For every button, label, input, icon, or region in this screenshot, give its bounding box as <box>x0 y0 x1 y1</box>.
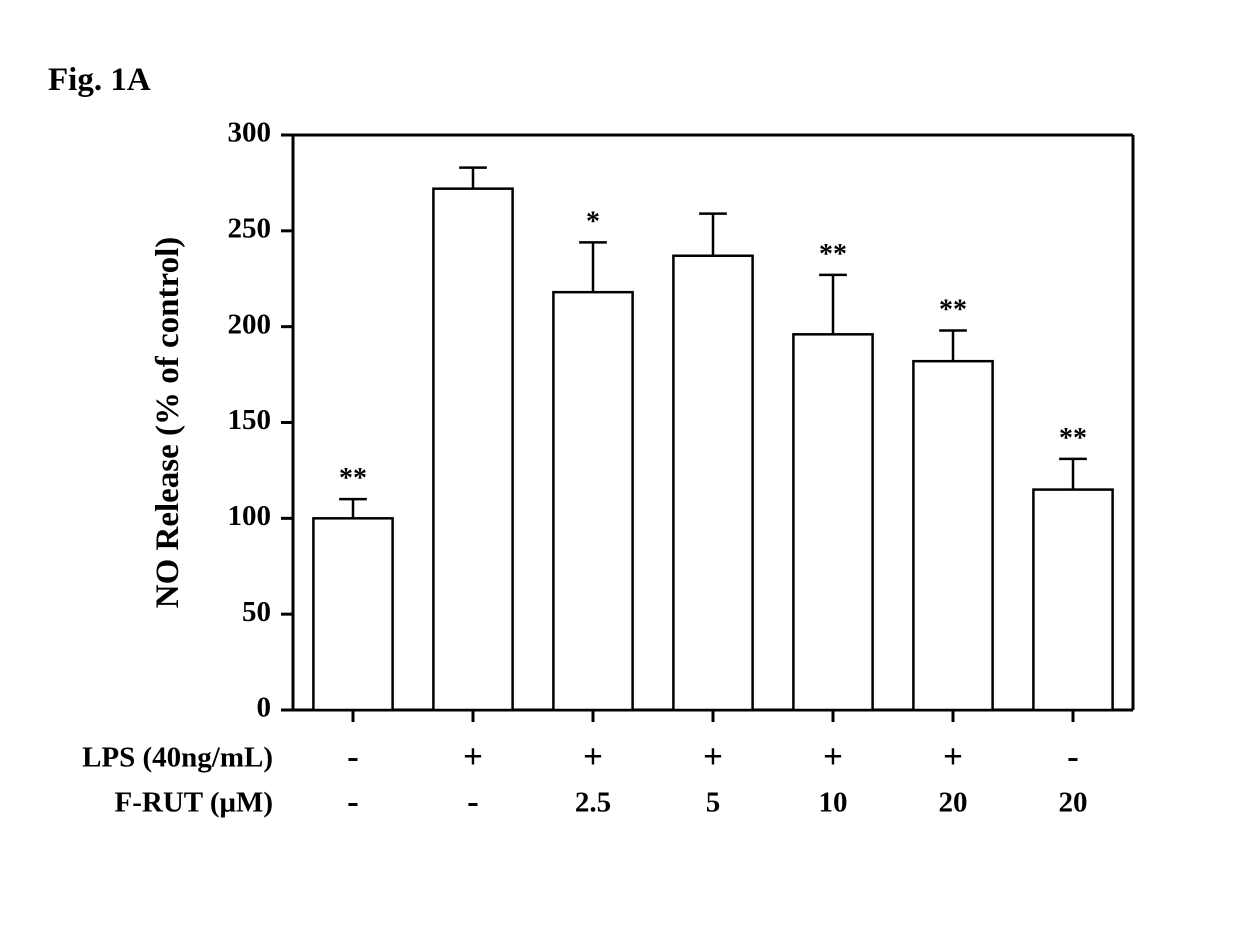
no-release-bar-chart: 0 50 100 150 200 250 300 NO Release (% of contr… <box>48 100 1198 920</box>
significance-marker: ** <box>819 239 847 270</box>
y-tick-label: 300 <box>228 117 272 149</box>
significance-marker: ** <box>339 463 367 494</box>
y-axis-title: NO Release (% of control) <box>150 237 186 608</box>
y-tick-label: 100 <box>228 500 272 532</box>
x-row-frut-cell: 5 <box>706 787 721 819</box>
x-row-lps-cell: + <box>823 737 843 776</box>
x-row-lps-header: LPS (40ng/mL) <box>82 742 273 774</box>
x-row-lps-cell: + <box>583 737 603 776</box>
x-row-lps-cell: + <box>943 737 963 776</box>
y-tick-label: 150 <box>228 404 272 436</box>
x-row-lps-cell: + <box>703 737 723 776</box>
x-row-frut-header: F-RUT (μM) <box>115 787 273 819</box>
bar <box>313 518 392 710</box>
bar <box>553 292 632 710</box>
y-tick-label: 50 <box>242 596 271 628</box>
y-tick-label: 250 <box>228 212 272 244</box>
x-row-frut-cell: 2.5 <box>575 787 611 819</box>
x-row-frut-cell: 20 <box>1059 787 1088 819</box>
page-root: { "page": { "width": 1240, "height": 949… <box>0 0 1240 949</box>
bar <box>1033 490 1112 710</box>
x-row-frut-cell: - <box>347 782 359 821</box>
y-tick-label: 200 <box>228 308 272 340</box>
bar <box>913 361 992 710</box>
x-row-frut-cell: - <box>467 782 479 821</box>
x-row-lps-cell: + <box>463 737 483 776</box>
figure-label: Fig. 1A <box>48 62 151 99</box>
bar <box>433 189 512 710</box>
significance-marker: ** <box>1059 423 1087 454</box>
bar <box>793 334 872 710</box>
significance-marker: ** <box>939 295 967 326</box>
x-row-lps-cell: - <box>347 737 359 776</box>
x-row-lps-cell: - <box>1067 737 1079 776</box>
bar <box>673 256 752 710</box>
x-row-frut-cell: 20 <box>939 787 968 819</box>
significance-marker: * <box>586 206 600 237</box>
x-row-frut-cell: 10 <box>819 787 848 819</box>
y-tick-label: 0 <box>257 692 272 724</box>
